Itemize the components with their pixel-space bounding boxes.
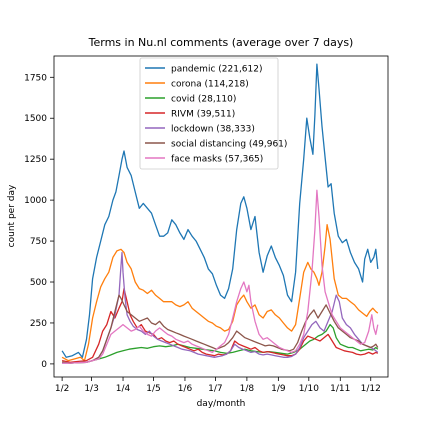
y-tick-label: 1750 [24, 73, 47, 83]
legend-box [139, 57, 279, 170]
legend-label-social-distancing: social distancing (49,961) [171, 140, 287, 150]
y-tick-label: 500 [30, 278, 47, 288]
legend-label-rivm: RIVM (39,511) [171, 110, 235, 120]
plot-frame [53, 55, 389, 378]
x-tick-label: 1/5 [146, 384, 160, 394]
series-line-social-distancing [62, 294, 379, 364]
legend-label-pandemic: pandemic (221,612) [171, 65, 263, 75]
x-tick-label: 1/3 [84, 384, 98, 394]
y-tick-label: 1000 [24, 196, 47, 206]
series-line-covid [62, 323, 379, 364]
legend: pandemic (221,612) corona (114,218) covid … [139, 57, 287, 170]
series-lines [61, 63, 379, 364]
series-line-face-masks [62, 189, 379, 364]
legend-label-face-masks: face masks (57,365) [171, 155, 263, 165]
x-tick-label: 1/12 [361, 384, 381, 394]
x-tick-label: 1/9 [271, 384, 286, 394]
x-tick-label: 1/8 [240, 384, 255, 394]
x-tick-label: 1/10 [299, 384, 319, 394]
y-axis-label: count per day [7, 184, 17, 247]
y-axis: 0 250 500 750 1000 1250 1500 1750 [24, 73, 54, 370]
x-tick-label: 1/7 [208, 384, 222, 394]
legend-label-covid: covid (28,110) [171, 95, 236, 105]
legend-label-lockdown: lockdown (38,333) [171, 125, 255, 135]
legend-label-corona: corona (114,218) [171, 80, 249, 90]
x-tick-label: 1/11 [330, 384, 350, 394]
chart-title: Terms in Nu.nl comments (average over 7 … [88, 36, 354, 49]
x-axis-label: day/month [197, 399, 246, 409]
x-axis: 1/2 1/3 1/4 1/5 1/6 1/7 1/8 1/9 1/10 1/11 1/12 [55, 377, 381, 394]
series-line-pandemic [61, 63, 379, 358]
y-tick-label: 250 [30, 319, 47, 329]
y-tick-label: 1250 [24, 155, 47, 165]
x-tick-label: 1/6 [178, 384, 193, 394]
y-tick-label: 0 [41, 360, 47, 370]
y-tick-label: 1500 [24, 114, 47, 124]
x-tick-label: 1/4 [116, 384, 131, 394]
x-tick-label: 1/2 [55, 384, 69, 394]
y-tick-label: 750 [30, 237, 47, 247]
